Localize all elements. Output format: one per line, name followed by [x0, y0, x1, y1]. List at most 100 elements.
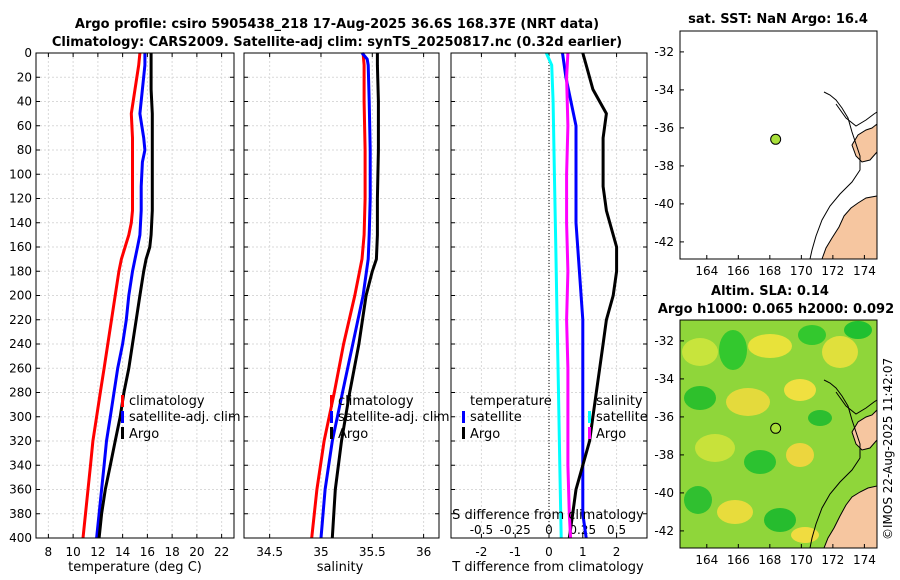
series-line-temperature-argo: [567, 52, 619, 539]
y-tick-label: 240: [9, 337, 32, 351]
map-x-tick-label: 174: [853, 553, 876, 567]
legend-swatch-satellite: [330, 411, 333, 423]
temperature-xlabel: temperature (deg C): [68, 560, 202, 575]
s-difference-label: S difference from climatology: [452, 508, 644, 523]
sla-patch: [744, 450, 776, 474]
sst-argo-marker: [770, 133, 782, 145]
legend-swatch-argo: [330, 427, 333, 439]
series-line-climatology: [81, 52, 142, 539]
sla-patch: [784, 379, 816, 401]
y-tick-label: 60: [17, 119, 32, 133]
legend-label-satellite: satellite-adj. clim: [338, 410, 450, 425]
y-tick-label: 80: [17, 143, 32, 157]
sla-patch: [764, 508, 796, 532]
s-diff-tick-label: -0.25: [500, 523, 531, 537]
y-tick-label: 160: [9, 240, 32, 254]
map-x-tick-label: 166: [727, 264, 750, 278]
y-tick-label: 20: [17, 70, 32, 84]
sla-field: [680, 320, 877, 548]
x-tick-label: 0: [545, 545, 553, 559]
map-y-tick-label: -40: [654, 486, 674, 500]
difference-legend-temperature: temperature satellite Argo: [462, 394, 552, 442]
map-y-tick-label: -34: [654, 372, 674, 386]
legend-label-t-argo: Argo: [470, 427, 500, 442]
x-tick-label: 34.5: [256, 545, 283, 559]
map-y-tick-label: -34: [654, 83, 674, 97]
legend-label-argo: Argo: [338, 427, 368, 442]
series-line-salinity-satellite: [544, 52, 563, 539]
sst-map: 164 166 168 170 172 174 -32 -34 -36 -38 -40 -42: [654, 30, 878, 278]
map-y-tick-label: -32: [654, 334, 674, 348]
sst-land-south: [821, 195, 878, 260]
map-x-tick-label: 166: [727, 553, 750, 567]
legend-label-satellite: satellite-adj. clim: [129, 410, 241, 425]
series-line-temperature-satellite: [561, 52, 588, 539]
legend-swatch-climatology: [121, 395, 124, 407]
map-x-tick-label: 164: [695, 553, 718, 567]
x-tick-label: 35.5: [359, 545, 386, 559]
figure-title-line1: Argo profile: csiro 5905438_218 17-Aug-2…: [75, 17, 599, 32]
x-tick-label: 18: [164, 545, 179, 559]
y-tick-label: 260: [9, 361, 32, 375]
sst-map-title: sat. SST: NaN Argo: 16.4: [688, 12, 868, 27]
y-tick-label: 0: [24, 46, 32, 60]
map-x-tick-label: 170: [790, 264, 813, 278]
legend-header-temperature: temperature: [470, 394, 552, 409]
x-tick-label: 10: [65, 545, 80, 559]
legend-label-argo: Argo: [129, 427, 159, 442]
x-tick-label: 12: [90, 545, 105, 559]
x-tick-label: 16: [140, 545, 155, 559]
salinity-legend: climatology satellite-adj. clim Argo: [330, 394, 450, 442]
series-line-satellite-adj-clim: [319, 52, 372, 539]
map-x-tick-label: 172: [821, 264, 844, 278]
sla-coastline-outer: [809, 379, 861, 548]
y-tick-label: 320: [9, 434, 32, 448]
map-x-tick-label: 168: [758, 553, 781, 567]
s-diff-tick-label: 0.5: [607, 523, 626, 537]
y-tick-label: 400: [9, 531, 32, 545]
legend-swatch-s-argo: [588, 427, 591, 439]
sla-patch: [786, 443, 814, 467]
sla-patch: [844, 321, 872, 339]
x-tick-label: 1: [579, 545, 587, 559]
sla-patch: [684, 486, 712, 514]
map-y-tick-label: -36: [654, 121, 674, 135]
map-y-tick-label: -38: [654, 159, 674, 173]
y-tick-label: 300: [9, 410, 32, 424]
s-diff-tick-label: -0.5: [470, 523, 493, 537]
x-tick-label: 2: [613, 545, 621, 559]
x-tick-label: 8: [45, 545, 53, 559]
sst-coastline-outer: [809, 91, 861, 260]
series-line-argo: [97, 53, 154, 539]
salinity-panel: 34.5 35 35.5 36: [243, 52, 440, 559]
panel-frame: [450, 52, 648, 539]
map-y-tick-label: -36: [654, 410, 674, 424]
temperature-legend: climatology satellite-adj. clim Argo: [121, 394, 241, 442]
sla-land-south: [823, 485, 877, 548]
x-tick-label: 36: [416, 545, 431, 559]
difference-legend-salinity: salinity satellite Argo: [588, 394, 648, 442]
sla-patch: [717, 500, 753, 524]
s-diff-tick-label: 0.25: [569, 523, 596, 537]
imos-watermark: ©IMOS 22-Aug-2025 11:42:07: [881, 358, 895, 540]
legend-label-climatology: climatology: [338, 394, 414, 409]
map-y-tick-label: -32: [654, 45, 674, 59]
sla-patch: [682, 338, 718, 366]
sst-land-north: [851, 122, 878, 163]
sla-map-title-2: Argo h1000: 0.065 h2000: 0.092: [658, 302, 894, 317]
sla-patch: [684, 386, 716, 410]
sst-coastline-inner: [835, 103, 878, 127]
sla-patch: [726, 388, 770, 416]
y-tick-label: 360: [9, 483, 32, 497]
y-tick-label: 200: [9, 289, 32, 303]
sla-patch: [798, 325, 826, 345]
map-x-tick-label: 164: [695, 264, 718, 278]
sla-patch: [748, 334, 792, 358]
sla-patch: [808, 410, 832, 426]
sla-map-frame: [679, 319, 878, 549]
series-line-satellite-adj-clim: [95, 53, 147, 539]
legend-label-t-satellite: satellite: [470, 410, 522, 425]
legend-label-s-satellite: satellite: [596, 410, 648, 425]
y-tick-label: 280: [9, 386, 32, 400]
